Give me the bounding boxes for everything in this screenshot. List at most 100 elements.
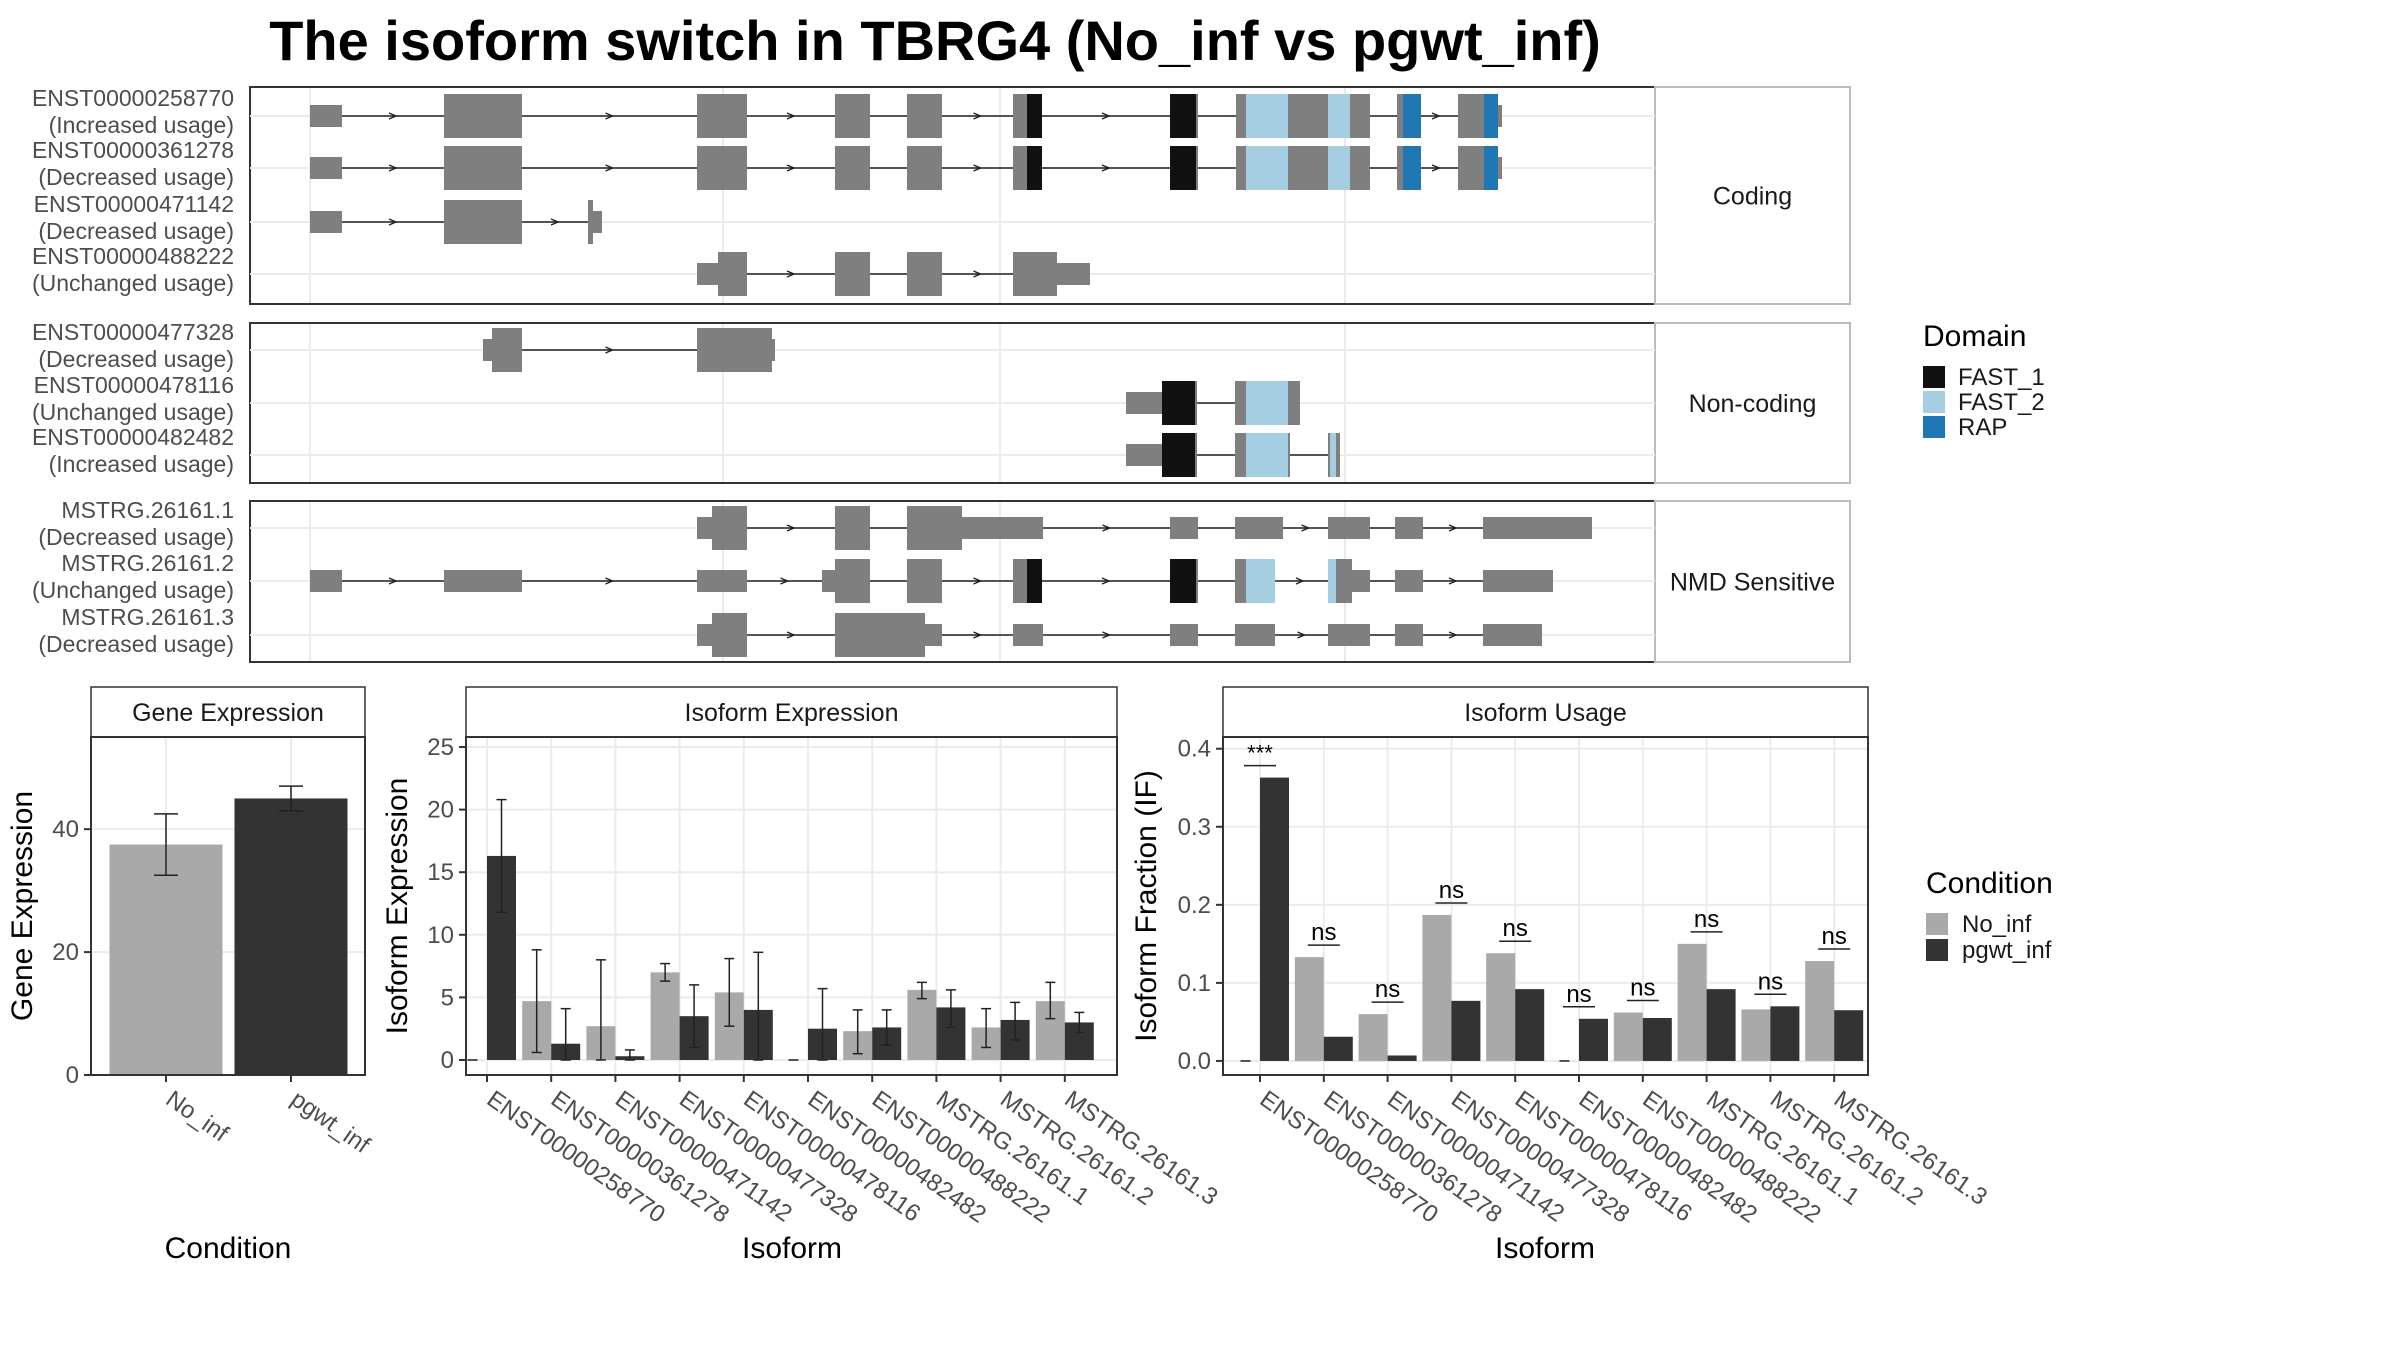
exon	[697, 263, 718, 285]
strand-arrow	[1102, 524, 1112, 532]
x-tick-label: No_inf	[161, 1086, 234, 1148]
bar	[1294, 957, 1324, 1061]
exon	[483, 339, 492, 361]
strand-arrow	[605, 164, 615, 172]
condition-legend-swatch	[1926, 913, 1948, 935]
bar	[1579, 1018, 1608, 1061]
exon	[444, 94, 522, 138]
transcript-track: ENST00000361278(Decreased usage)	[32, 137, 1655, 190]
exon	[907, 94, 942, 138]
exon	[1483, 570, 1553, 592]
domain-block	[1246, 559, 1275, 603]
strand-arrow	[605, 112, 615, 120]
transcript-id-label: ENST00000258770	[32, 85, 234, 111]
exon	[822, 570, 835, 592]
transcript-id-label: MSTRG.26161.1	[61, 497, 234, 523]
transcript-id-label: ENST00000488222	[32, 243, 234, 269]
significance-label: ns	[1694, 906, 1719, 933]
isoform-expression-chart: Isoform Expression0510152025ENST00000258…	[381, 686, 1223, 1265]
strand-arrow	[1101, 164, 1111, 172]
exon	[835, 146, 870, 190]
strand-arrow	[786, 524, 796, 532]
exon	[1235, 517, 1283, 539]
x-axis-title: Condition	[165, 1232, 292, 1265]
bar	[1706, 989, 1736, 1061]
chart-border	[465, 736, 1118, 1076]
exon	[1013, 624, 1043, 646]
bar	[1323, 1036, 1353, 1061]
exon	[697, 328, 772, 372]
exon	[907, 506, 962, 550]
exon	[835, 613, 925, 657]
strand-arrow	[1101, 577, 1111, 585]
transcript-track: ENST00000477328(Decreased usage)	[32, 319, 1655, 372]
exon	[925, 624, 942, 646]
exon	[1328, 624, 1370, 646]
domain-block	[1170, 94, 1196, 138]
transcript-usage-label: (Increased usage)	[49, 112, 234, 138]
significance-label: ns	[1630, 975, 1655, 1002]
transcript-track: ENST00000258770(Increased usage)	[32, 85, 1655, 138]
panel-label: NMD Sensitive	[1670, 569, 1835, 597]
domain-legend-swatch	[1923, 416, 1945, 438]
exon	[444, 146, 522, 190]
bar	[1770, 1006, 1800, 1061]
strand-arrow	[1448, 577, 1458, 585]
condition-legend-title: Condition	[1926, 867, 2053, 900]
y-tick-label: 40	[52, 816, 79, 843]
bar	[907, 989, 937, 1060]
exon	[1483, 624, 1542, 646]
transcript-track: MSTRG.26161.1(Decreased usage)	[38, 497, 1655, 550]
exon	[907, 559, 942, 603]
strand-arrow	[605, 577, 615, 585]
bar	[1613, 1012, 1643, 1061]
bar	[1451, 1000, 1481, 1061]
domain-legend-label: RAP	[1958, 414, 2007, 441]
strand-arrow	[1448, 631, 1458, 639]
exon	[310, 157, 342, 179]
bar	[1677, 943, 1707, 1061]
exon	[1458, 146, 1485, 190]
exon	[835, 94, 870, 138]
domain-block	[1484, 146, 1498, 190]
transcript-id-label: MSTRG.26161.3	[61, 604, 234, 630]
chart-title: Isoform Usage	[1464, 699, 1627, 727]
exon	[962, 517, 1043, 539]
strand-arrow	[786, 631, 796, 639]
chart-strip	[1222, 686, 1869, 738]
strand-arrow	[1431, 112, 1441, 120]
y-tick-label: 0.3	[1178, 814, 1211, 841]
bar	[1486, 953, 1516, 1061]
domain-legend-title: Domain	[1923, 320, 2026, 353]
chart-strip	[90, 686, 366, 738]
exon	[712, 613, 747, 657]
transcript-id-label: ENST00000478116	[34, 372, 234, 398]
transcript-track: MSTRG.26161.2(Unchanged usage)	[32, 550, 1655, 603]
x-tick-label: pgwt_inf	[286, 1086, 375, 1160]
exon	[1395, 624, 1423, 646]
exon	[1352, 570, 1370, 592]
strand-arrow	[1102, 631, 1112, 639]
transcript-usage-label: (Decreased usage)	[38, 524, 234, 550]
exon	[835, 559, 870, 603]
bar	[109, 844, 223, 1075]
transcript-track: ENST00000488222(Unchanged usage)	[32, 243, 1655, 296]
isoform-usage-chart: Isoform Usage *** ns ns ns ns ns ns ns ns ns 0.0 0.1…	[1130, 686, 1992, 1265]
chart-title: Isoform Expression	[685, 699, 899, 727]
strand-arrow	[786, 270, 796, 278]
exon	[1126, 392, 1162, 414]
domain-block	[1246, 146, 1288, 190]
exon	[772, 339, 775, 361]
exon	[907, 252, 942, 296]
domain-block	[1027, 94, 1042, 138]
significance-label: ***	[1247, 741, 1273, 766]
y-tick-label: 0.1	[1178, 970, 1211, 997]
domain-block	[1328, 94, 1350, 138]
exon	[310, 211, 342, 233]
y-tick-label: 20	[427, 797, 454, 824]
transcript-usage-label: (Unchanged usage)	[32, 399, 234, 425]
domain-block	[1027, 146, 1042, 190]
